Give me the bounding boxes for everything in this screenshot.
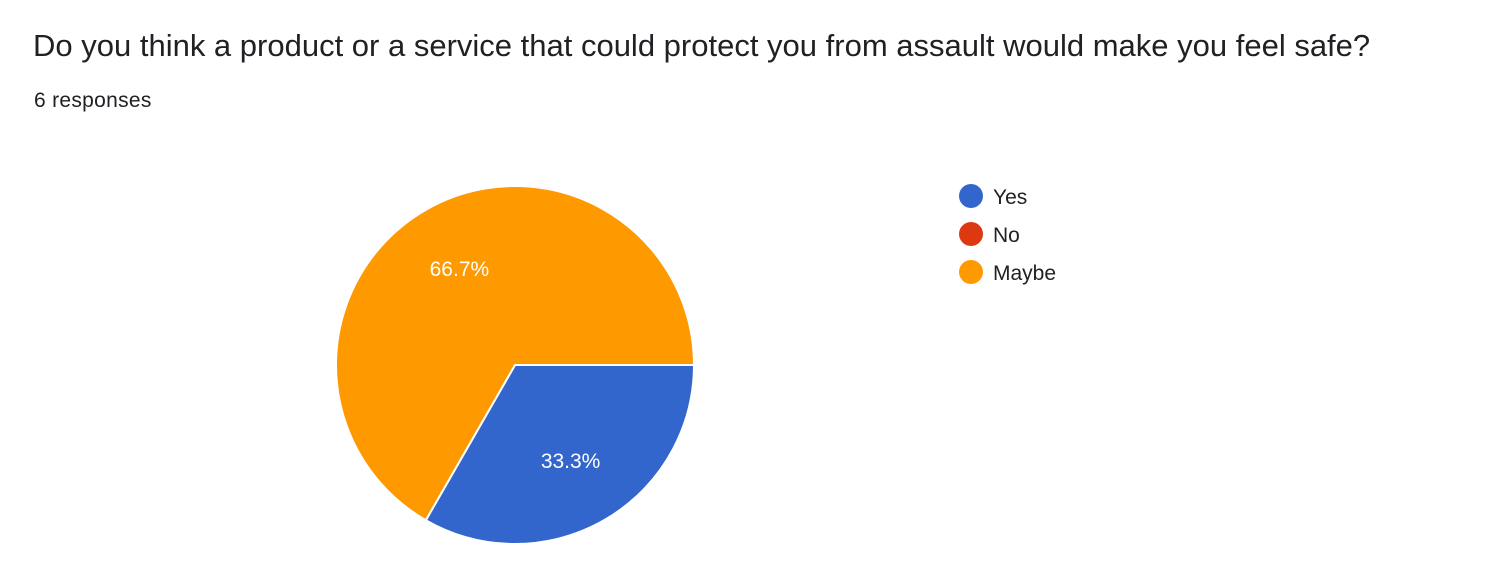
legend-marker-maybe — [959, 260, 983, 284]
question-title: Do you think a product or a service that… — [33, 28, 1371, 63]
slice-label-yes: 33.3% — [541, 450, 601, 473]
legend-label-maybe[interactable]: Maybe — [993, 262, 1056, 285]
pie-slice-labels: 33.3% 66.7% — [430, 258, 601, 473]
pie-slice-maybe[interactable] — [335, 185, 696, 522]
legend-label-yes[interactable]: Yes — [993, 186, 1027, 209]
pie-slices — [335, 185, 696, 545]
pie-slice-yes[interactable] — [424, 364, 696, 545]
slice-label-maybe: 66.7% — [430, 258, 490, 281]
response-count: 6 responses — [34, 89, 152, 112]
legend-marker-no — [959, 222, 983, 246]
legend-marker-yes — [959, 184, 983, 208]
chart-legend: Yes No Maybe — [959, 184, 1056, 285]
legend-label-no[interactable]: No — [993, 224, 1020, 247]
